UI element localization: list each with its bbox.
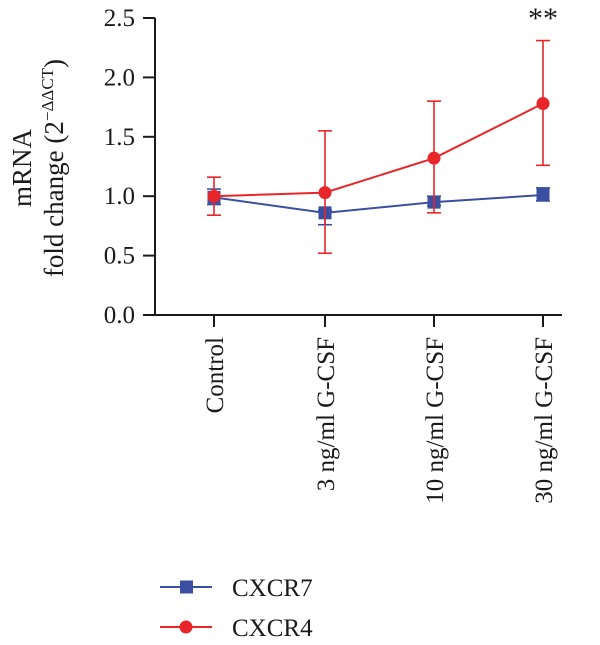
data-series	[207, 39, 550, 255]
legend-item-cxcr7: CXCR7	[160, 575, 313, 602]
x-category-label: Control	[202, 337, 229, 413]
y-tick-label: 0.0	[104, 302, 135, 329]
series-line	[213, 102, 544, 198]
axes	[154, 18, 562, 316]
series-cxcr4	[207, 39, 550, 255]
annotations: **	[528, 2, 558, 35]
y-tick-label: 2.0	[104, 64, 135, 91]
data-point	[318, 186, 332, 200]
series-cxcr7	[207, 187, 550, 226]
x-category-label: 30 ng/ml G-CSF	[531, 337, 558, 504]
legend: CXCR7 CXCR4	[160, 575, 313, 642]
y-tick-label: 1.0	[104, 183, 135, 210]
y-tick-label: 2.5	[104, 5, 135, 32]
data-point	[207, 189, 221, 203]
y-tick-label: 1.5	[104, 124, 135, 151]
legend-marker	[179, 620, 193, 634]
legend-marker	[180, 580, 193, 594]
legend-label: CXCR4	[232, 615, 313, 642]
significance-annotation: **	[528, 2, 558, 35]
x-category-label: 3 ng/ml G-CSF	[313, 337, 340, 491]
series-line	[213, 194, 544, 214]
x-axis-categories: Control 3 ng/ml G-CSF 10 ng/ml G-CSF 30 ng/…	[202, 315, 558, 504]
data-point	[427, 151, 441, 165]
legend-label: CXCR7	[232, 575, 313, 602]
y-axis-label-line2: fold change (2−ΔΔCT)	[38, 59, 69, 277]
x-category-label: 10 ng/ml G-CSF	[422, 337, 449, 504]
legend-item-cxcr4: CXCR4	[160, 615, 313, 642]
data-point	[536, 97, 550, 111]
y-tick-label: 0.5	[104, 243, 135, 270]
y-axis-label-line1: mRNA	[7, 128, 37, 207]
data-point	[536, 188, 550, 202]
y-axis-ticks: 0.0 0.5 1.0 1.5 2.0 2.5	[104, 5, 155, 329]
